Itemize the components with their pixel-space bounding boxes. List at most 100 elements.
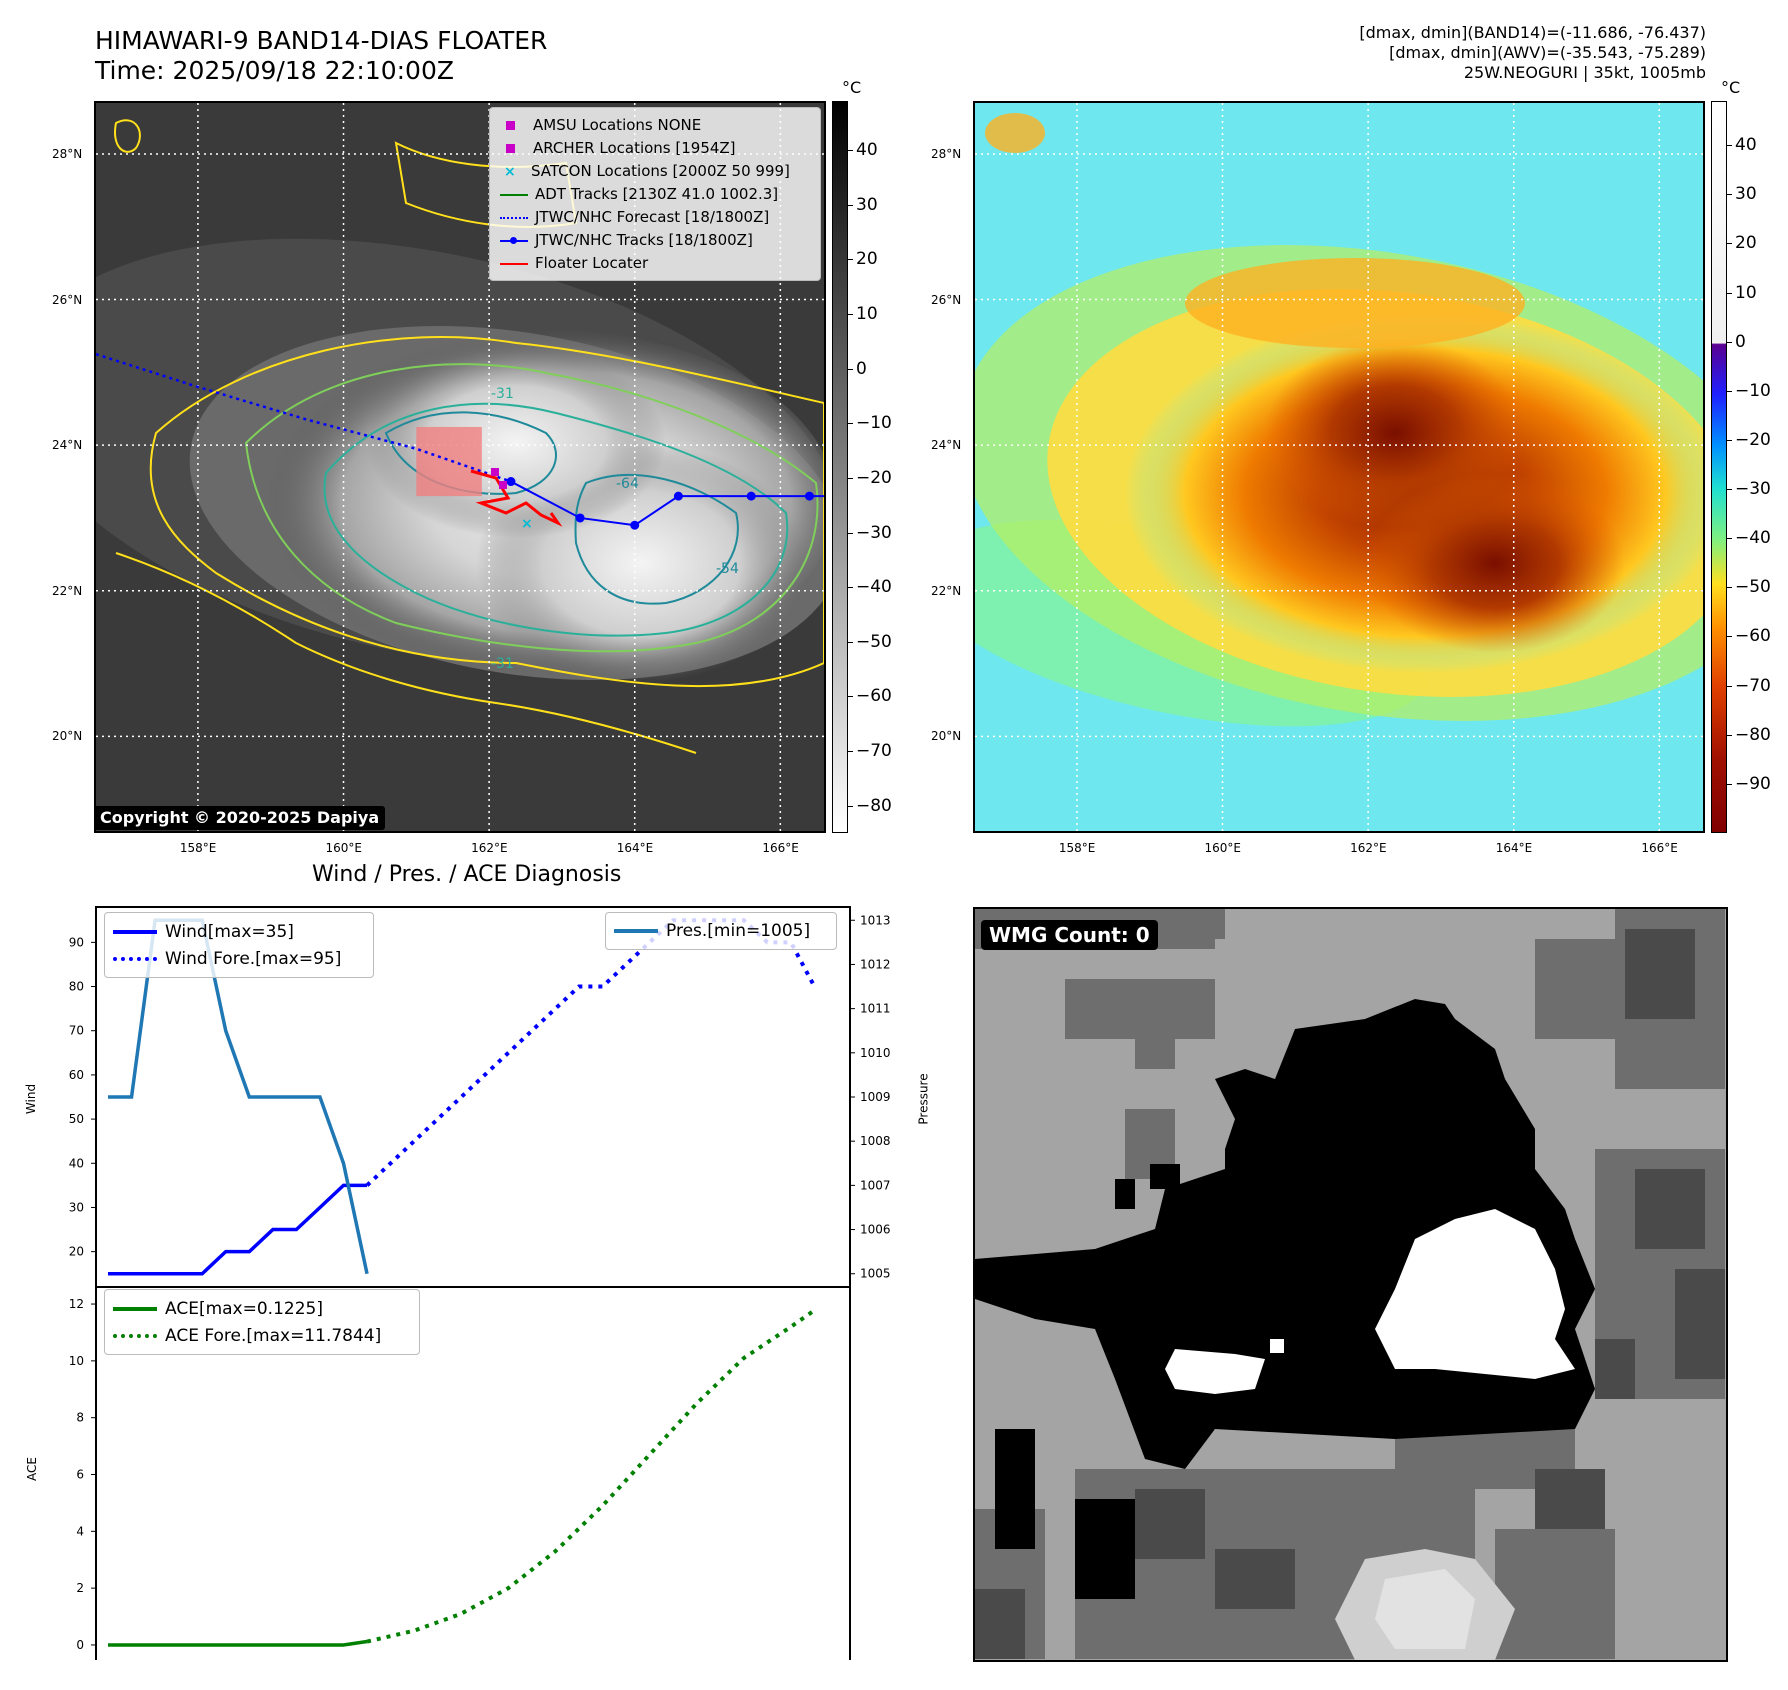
track-point-4 bbox=[746, 491, 756, 501]
colorbar-right-tick: −20 bbox=[1735, 429, 1771, 450]
contour-label-2: -54 bbox=[716, 561, 739, 577]
solid-line-icon bbox=[113, 930, 157, 934]
colorbar-left-tick-mark bbox=[848, 696, 853, 698]
awv-map-panel bbox=[973, 101, 1705, 833]
colorbar-left-tick-mark bbox=[848, 423, 853, 425]
info-line-1: [dmax, dmin](BAND14)=(-11.686, -76.437) bbox=[1359, 23, 1706, 42]
colorbar-right-tick-mark bbox=[1727, 783, 1732, 785]
left-map-lat-tick: 26°N bbox=[52, 292, 83, 307]
pressure-ytick-label: 1011 bbox=[860, 1002, 891, 1016]
colorbar-right bbox=[1711, 101, 1727, 833]
colorbar-right-tick-mark bbox=[1727, 390, 1732, 392]
contour-label-3: -31 bbox=[491, 386, 514, 402]
colorbar-left-tick-mark bbox=[848, 150, 853, 152]
solid-line-icon bbox=[614, 929, 658, 933]
ace-legend: ACE[max=0.1225] ACE Fore.[max=11.7844] bbox=[104, 1289, 420, 1355]
copyright-badge: Copyright © 2020-2025 Dapiya bbox=[94, 806, 386, 830]
colorbar-left-tick-mark bbox=[848, 204, 853, 206]
ir-map-panel: -64 -54 -31 -31 × AMSU Locations NONE AR… bbox=[94, 101, 826, 833]
colorbar-right-tick: −40 bbox=[1735, 528, 1771, 549]
colorbar-left-tick: −30 bbox=[856, 522, 892, 543]
colorbar-left-unit: °C bbox=[842, 78, 862, 97]
colorbar-right-tick: 20 bbox=[1735, 233, 1757, 254]
right-map-lon-tick: 166°E bbox=[1641, 841, 1678, 855]
ace-ytick-label: 12 bbox=[69, 1297, 84, 1311]
colorbar-right-tick: 30 bbox=[1735, 184, 1757, 205]
right-map-lon-tick: 160°E bbox=[1204, 841, 1242, 855]
pressure-ytick-label: 1009 bbox=[860, 1090, 891, 1104]
ace-series-1 bbox=[366, 1308, 816, 1644]
colorbar-right-tick: −10 bbox=[1735, 380, 1771, 401]
colorbar-right-tick: −80 bbox=[1735, 724, 1771, 745]
colorbar-left-tick-mark bbox=[848, 532, 853, 534]
colorbar-left-tick: −40 bbox=[856, 577, 892, 598]
colorbar-left-tick-mark bbox=[848, 805, 853, 807]
colorbar-left-tick-mark bbox=[848, 751, 853, 753]
dotted-line-icon bbox=[500, 216, 528, 219]
left-map-lat-tick: 28°N bbox=[52, 146, 83, 161]
right-map-lon-tick: 164°E bbox=[1495, 841, 1533, 855]
wind-axis-label: Wind bbox=[24, 1083, 39, 1115]
colorbar-right-tick: −70 bbox=[1735, 675, 1771, 696]
legend-item-forecast: JTWC/NHC Forecast [18/1800Z] bbox=[500, 208, 769, 226]
track-point-3 bbox=[673, 491, 683, 501]
legend-item-tracks: JTWC/NHC Tracks [18/1800Z] bbox=[500, 231, 753, 249]
pressure-axis-label: Pressure bbox=[916, 1073, 931, 1125]
track-point-0 bbox=[506, 477, 516, 487]
dotted-line-icon bbox=[113, 957, 157, 961]
ace-series-0 bbox=[108, 1639, 368, 1647]
archer-marker-2 bbox=[499, 481, 507, 489]
colorbar-left-tick: −80 bbox=[856, 795, 892, 816]
chart-title: HIMAWARI-9 BAND14-DIAS FLOATER bbox=[95, 26, 548, 55]
colorbar-left bbox=[832, 101, 848, 833]
colorbar-right-tick-mark bbox=[1727, 587, 1732, 589]
awv-map-svg bbox=[975, 103, 1703, 831]
legend-pres: Pres.[min=1005] bbox=[614, 921, 810, 941]
colorbar-right-tick-mark bbox=[1727, 734, 1732, 736]
wind-ytick-label: 90 bbox=[69, 935, 84, 949]
colorbar-left-tick: 20 bbox=[856, 249, 878, 270]
line-marker-icon bbox=[500, 193, 528, 196]
colorbar-left-tick-mark bbox=[848, 587, 853, 589]
legend-item-floater: Floater Locater bbox=[500, 254, 648, 272]
ace-plot: 0 2 4 6 8 10 12 bbox=[69, 1286, 851, 1660]
wind-legend: Wind[max=35] Wind Fore.[max=95] bbox=[104, 912, 374, 978]
diagnosis-svg: 2030405060708090100510061007100810091010… bbox=[69, 906, 891, 1660]
right-map-lon-tick: 162°E bbox=[1350, 841, 1387, 855]
right-map-lon-tick: 158°E bbox=[1058, 841, 1096, 855]
track-point-5 bbox=[804, 491, 814, 501]
colorbar-left-tick: −70 bbox=[856, 741, 892, 762]
info-block: [dmax, dmin](BAND14)=(-11.686, -76.437) … bbox=[1359, 23, 1706, 83]
left-map-lon-tick: 162°E bbox=[471, 841, 508, 855]
colorbar-right-tick: −90 bbox=[1735, 773, 1771, 794]
right-map-lat-tick: 22°N bbox=[931, 583, 962, 598]
wind-ytick-label: 40 bbox=[69, 1156, 84, 1170]
wind-ytick-label: 70 bbox=[69, 1024, 84, 1038]
contour-label-1: -64 bbox=[616, 476, 639, 492]
colorbar-right-tick-mark bbox=[1727, 194, 1732, 196]
colorbar-right-tick-mark bbox=[1727, 243, 1732, 245]
legend-item-archer: ARCHER Locations [1954Z] bbox=[500, 139, 736, 157]
archer-marker bbox=[491, 468, 499, 476]
ace-ytick-label: 10 bbox=[69, 1354, 84, 1368]
info-line-3: 25W.NEOGURI | 35kt, 1005mb bbox=[1463, 63, 1706, 82]
pressure-legend: Pres.[min=1005] bbox=[605, 912, 837, 950]
square-marker-icon bbox=[506, 144, 515, 153]
pressure-ytick-label: 1005 bbox=[860, 1267, 891, 1281]
ace-ytick-label: 4 bbox=[76, 1524, 84, 1538]
right-map-lat-tick: 20°N bbox=[931, 729, 962, 744]
legend-wind-fore: Wind Fore.[max=95] bbox=[113, 949, 341, 969]
wind-ytick-label: 20 bbox=[69, 1245, 84, 1259]
colorbar-left-tick: −20 bbox=[856, 467, 892, 488]
diagnosis-title: Wind / Pres. / ACE Diagnosis bbox=[312, 862, 622, 887]
colorbar-left-tick-mark bbox=[848, 259, 853, 261]
colorbar-right-tick-mark bbox=[1727, 145, 1732, 147]
ace-ytick-label: 2 bbox=[76, 1581, 84, 1595]
legend-ace-fore: ACE Fore.[max=11.7844] bbox=[113, 1326, 381, 1346]
colorbar-left-tick-mark bbox=[848, 477, 853, 479]
colorbar-left-tick: −50 bbox=[856, 631, 892, 652]
pressure-ytick-label: 1012 bbox=[860, 957, 891, 971]
legend-item-amsu: AMSU Locations NONE bbox=[500, 116, 701, 134]
ace-ytick-label: 0 bbox=[76, 1638, 84, 1652]
colorbar-left-tick: 0 bbox=[856, 358, 867, 379]
